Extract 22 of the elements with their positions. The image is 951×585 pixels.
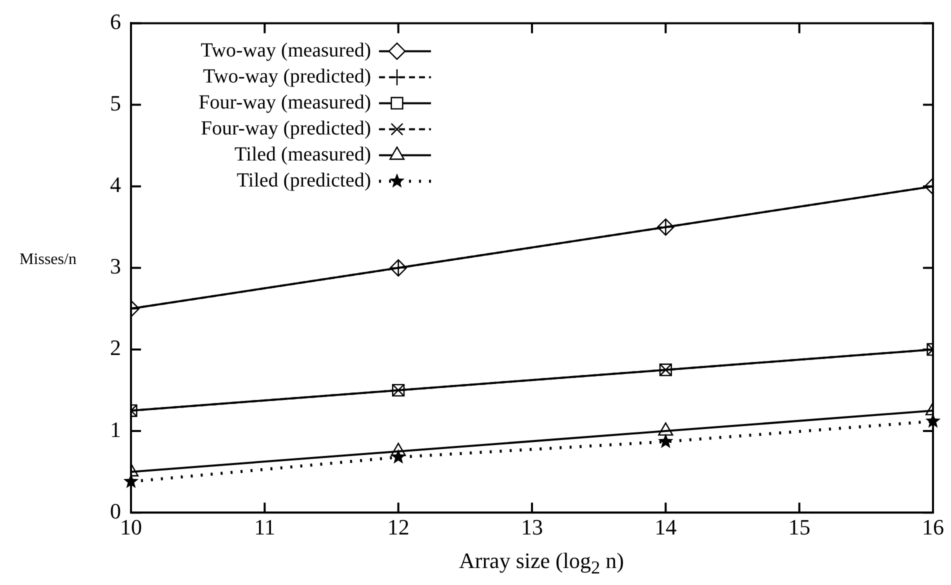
- x-axis-title: Array size (log$_{2}$ n): [458, 548, 625, 578]
- x-tick-label: 14: [654, 514, 677, 540]
- legend-label: Four-way (measured): [198, 91, 371, 114]
- legend-label: Tiled (measured): [234, 143, 371, 166]
- x-tick-label: 12: [387, 514, 410, 540]
- y-tick-label: 2: [110, 335, 121, 360]
- y-tick-label: 6: [110, 8, 121, 34]
- y-axis-title: Misses/n: [18, 250, 78, 270]
- legend-label: Four-way (predicted): [200, 117, 371, 140]
- x-tick-label: 15: [788, 514, 810, 540]
- x-tick-label: 11: [254, 514, 276, 540]
- legend-label: Tiled (predicted): [236, 169, 371, 192]
- legend-label: Two-way (predicted): [203, 65, 371, 88]
- y-tick-label: 5: [110, 90, 121, 116]
- x-tick-label: 10: [120, 514, 142, 540]
- y-tick-label: 1: [110, 416, 121, 442]
- x-tick-label: 13: [521, 514, 543, 540]
- legend-label: Two-way (measured): [200, 39, 371, 62]
- x-tick-label: 16: [922, 514, 944, 540]
- y-tick-label: 3: [110, 254, 121, 279]
- y-tick-label: 0: [110, 498, 121, 524]
- y-tick-label: 4: [110, 172, 121, 198]
